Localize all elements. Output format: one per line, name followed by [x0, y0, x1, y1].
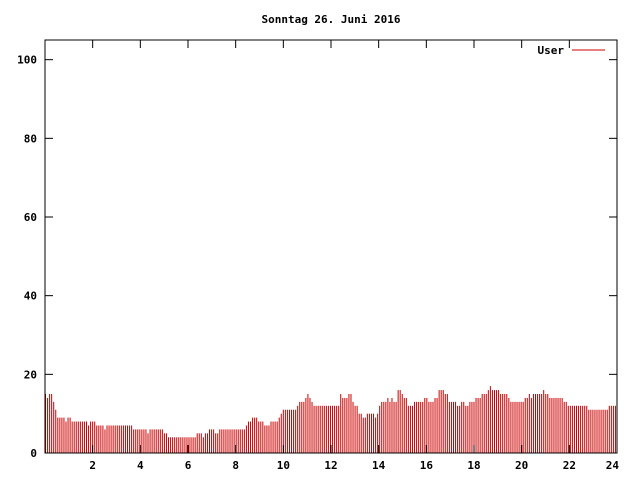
legend: User: [538, 44, 605, 57]
y-tick-label: 0: [30, 447, 37, 460]
x-tick-label: 10: [277, 459, 290, 472]
x-tick-label: 8: [232, 459, 239, 472]
x-tick-label: 2: [89, 459, 96, 472]
x-tick-label: 16: [420, 459, 434, 472]
y-tick-label: 20: [24, 368, 37, 381]
x-tick-label: 14: [372, 459, 386, 472]
x-tick-label: 12: [324, 459, 337, 472]
y-tick-label: 100: [17, 54, 37, 67]
x-axis: 2 4 6 8 10 12 14 16 18 20 22 24: [89, 40, 619, 472]
y-tick-label: 80: [24, 132, 37, 145]
x-tick-label: 22: [563, 459, 576, 472]
bars: [45, 386, 616, 453]
chart-title: Sonntag 26. Juni 2016: [261, 13, 400, 26]
x-tick-label: 6: [185, 459, 192, 472]
x-tick-label: 20: [515, 459, 528, 472]
legend-label: User: [538, 44, 565, 57]
x-tick-label: 24: [606, 459, 620, 472]
plot-frame: [44, 39, 618, 454]
y-tick-label: 40: [24, 290, 37, 303]
x-tick-label: 18: [467, 459, 480, 472]
y-tick-label: 60: [24, 211, 37, 224]
y-axis: 0 20 40 60 80 100: [17, 54, 617, 460]
x-tick-label: 4: [137, 459, 144, 472]
